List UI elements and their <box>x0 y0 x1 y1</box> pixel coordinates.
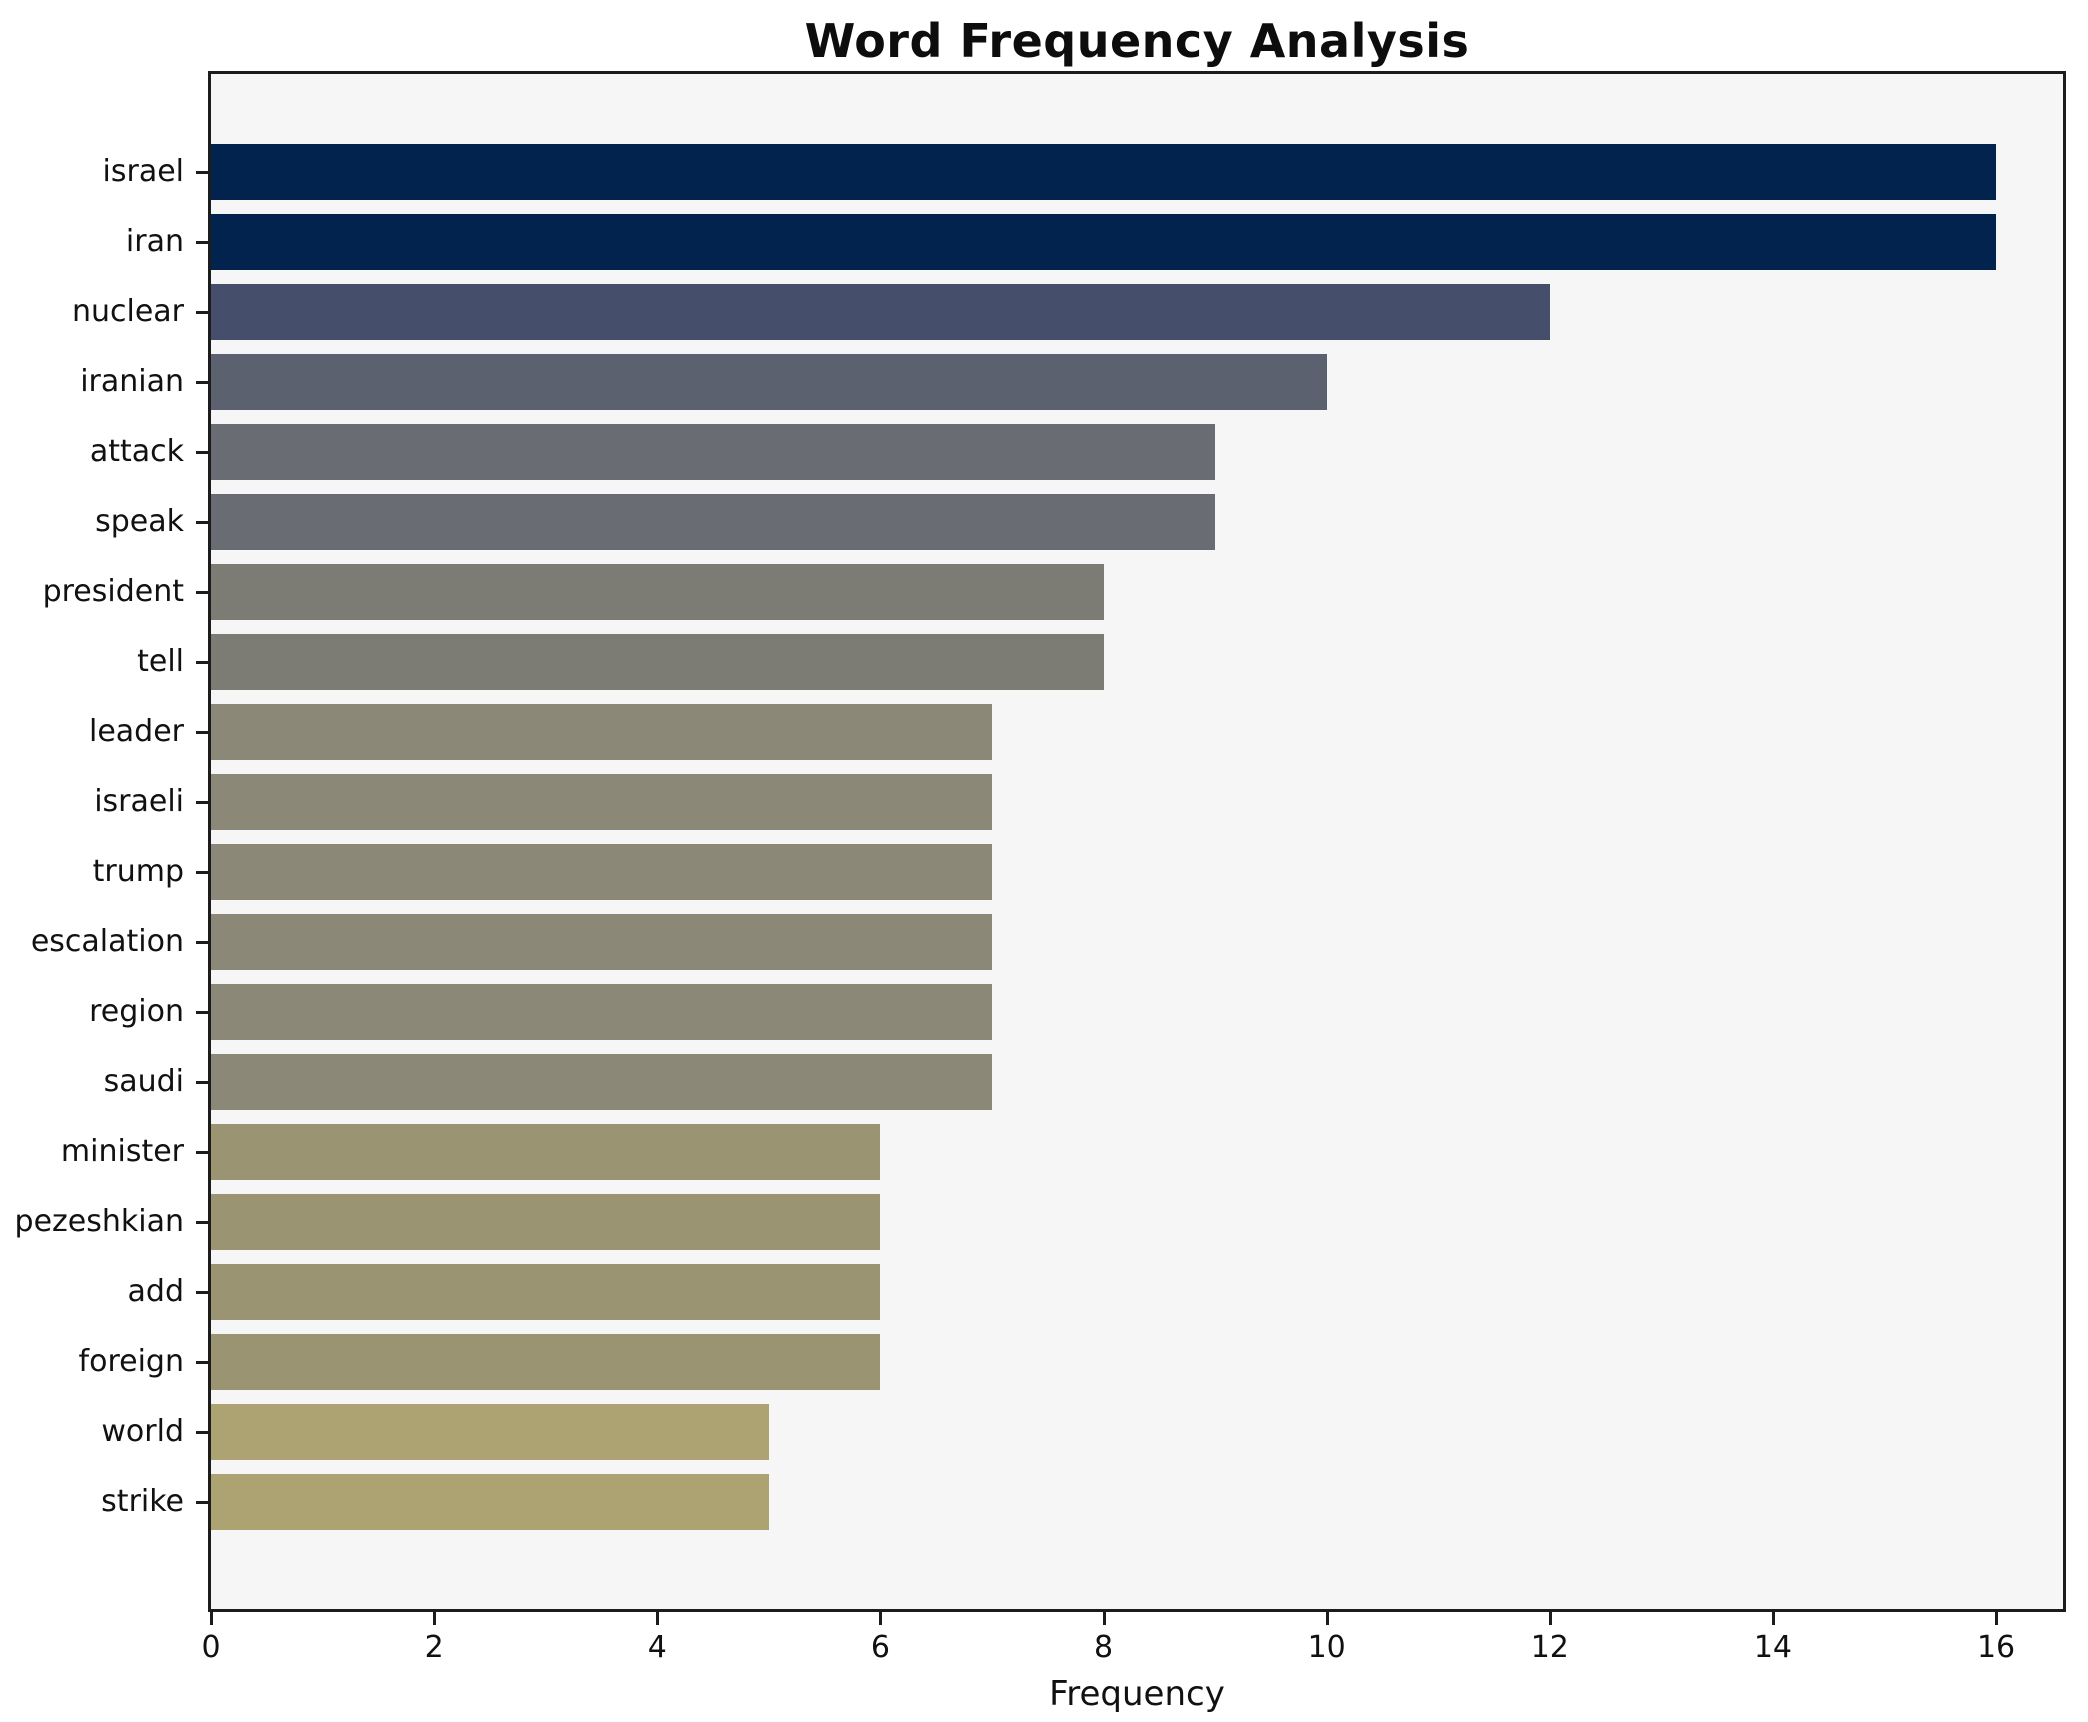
y-tick <box>196 661 208 664</box>
chart-title: Word Frequency Analysis <box>804 14 1470 68</box>
y-tick-label-iran: iran <box>125 224 184 259</box>
x-axis-title: Frequency <box>1049 1674 1225 1714</box>
y-tick <box>196 1081 208 1084</box>
y-tick <box>196 171 208 174</box>
y-tick <box>196 591 208 594</box>
bar-world <box>211 1404 769 1460</box>
x-tick <box>433 1612 437 1625</box>
bar-attack <box>211 424 1215 480</box>
y-tick-label-trump: trump <box>92 854 184 889</box>
x-tick-label-2: 2 <box>424 1630 444 1665</box>
x-tick <box>210 1612 213 1625</box>
bar-israeli <box>211 774 992 830</box>
bar-speak <box>211 494 1215 550</box>
plot-area <box>208 71 2066 1612</box>
y-tick <box>196 241 208 244</box>
bar-escalation <box>211 914 992 970</box>
y-tick-label-attack: attack <box>89 434 184 469</box>
x-tick-label-12: 12 <box>1530 1630 1569 1665</box>
y-tick <box>196 451 208 454</box>
x-tick-label-8: 8 <box>1093 1630 1114 1665</box>
bar-strike <box>211 1474 769 1530</box>
x-tick-label-16: 16 <box>1976 1630 2016 1665</box>
y-tick <box>196 1011 208 1014</box>
x-tick <box>1771 1612 1775 1625</box>
x-tick-label-10: 10 <box>1307 1630 1346 1665</box>
bar-israel <box>211 144 1996 200</box>
y-tick <box>196 1361 208 1364</box>
y-tick-label-foreign: foreign <box>78 1344 184 1379</box>
y-tick <box>196 311 208 314</box>
bar-trump <box>211 844 992 900</box>
y-tick <box>196 1431 208 1434</box>
y-tick-label-world: world <box>101 1414 184 1449</box>
y-tick <box>196 731 208 734</box>
bar-minister <box>211 1124 880 1180</box>
bar-leader <box>211 704 992 760</box>
y-tick <box>196 1501 208 1504</box>
bar-nuclear <box>211 284 1550 340</box>
y-tick <box>196 1291 208 1294</box>
y-tick-label-iranian: iranian <box>80 364 184 399</box>
x-tick <box>1325 1612 1329 1625</box>
bar-tell <box>211 634 1104 690</box>
y-tick-label-president: president <box>42 574 184 609</box>
x-tick <box>879 1612 883 1625</box>
y-tick <box>196 1221 208 1224</box>
y-tick <box>196 1151 208 1154</box>
bar-add <box>211 1264 880 1320</box>
y-tick-label-region: region <box>89 994 184 1029</box>
bar-president <box>211 564 1104 620</box>
y-tick-label-escalation: escalation <box>30 924 184 959</box>
y-tick-label-strike: strike <box>101 1484 184 1519</box>
y-tick-label-speak: speak <box>95 504 184 539</box>
x-tick <box>1102 1612 1106 1625</box>
y-tick-label-tell: tell <box>137 644 184 679</box>
y-tick-label-leader: leader <box>88 714 184 749</box>
bar-iran <box>211 214 1996 270</box>
y-tick-label-add: add <box>127 1274 184 1309</box>
y-tick <box>196 941 208 944</box>
x-tick-label-4: 4 <box>647 1630 667 1665</box>
x-tick <box>656 1612 660 1625</box>
y-tick <box>196 381 208 384</box>
y-tick <box>196 801 208 804</box>
x-tick-label-14: 14 <box>1753 1630 1793 1665</box>
bar-saudi <box>211 1054 992 1110</box>
x-tick-label-0: 0 <box>201 1630 221 1665</box>
y-tick-label-nuclear: nuclear <box>71 294 184 329</box>
x-tick-label-6: 6 <box>870 1630 890 1665</box>
y-tick <box>196 871 208 874</box>
y-tick-label-israel: israel <box>102 154 184 189</box>
bar-iranian <box>211 354 1327 410</box>
x-tick <box>1548 1612 1552 1625</box>
y-tick-label-pezeshkian: pezeshkian <box>14 1204 184 1239</box>
bar-pezeshkian <box>211 1194 880 1250</box>
y-tick-label-minister: minister <box>60 1134 184 1169</box>
bar-region <box>211 984 992 1040</box>
y-tick <box>196 521 208 524</box>
y-tick-label-israeli: israeli <box>94 784 184 819</box>
bar-foreign <box>211 1334 880 1390</box>
y-tick-label-saudi: saudi <box>103 1064 184 1099</box>
x-tick <box>1995 1612 1999 1625</box>
